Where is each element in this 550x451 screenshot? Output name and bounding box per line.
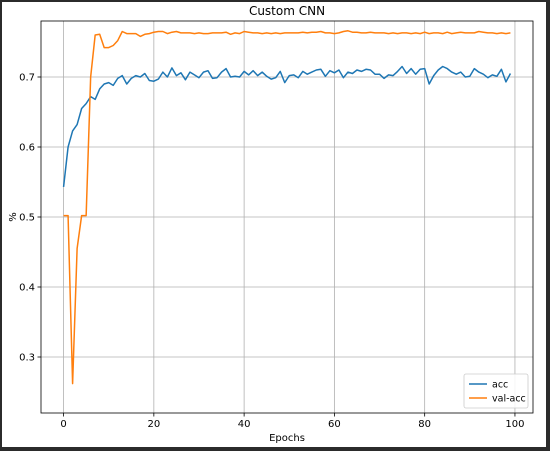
- series-line-acc: [62, 65, 512, 187]
- axis-ticks: 0 20 40 60 80 100 0.3 0.4 0.5 0.6 0.7: [19, 73, 524, 431]
- legend-box: [463, 373, 529, 409]
- x-axis-label: Epochs: [269, 433, 305, 444]
- x-tick-label: 40: [238, 419, 251, 430]
- x-tick-label: 0: [60, 419, 66, 430]
- x-tick-label: 60: [328, 419, 341, 430]
- x-tick-label: 100: [505, 419, 524, 430]
- y-axis-label: %: [8, 212, 19, 222]
- legend-label-acc: acc: [492, 380, 508, 391]
- y-tick-label: 0.3: [19, 353, 35, 364]
- figure: 0 20 40 60 80 100 0.3 0.4 0.5 0.6 0.7 Custom CNN E…: [2, 2, 546, 447]
- grid-lines: [41, 21, 533, 413]
- series-lines: [62, 30, 512, 385]
- y-tick-label: 0.4: [19, 283, 35, 294]
- y-tick-label: 0.6: [19, 143, 35, 154]
- line-chart: 0 20 40 60 80 100 0.3 0.4 0.5 0.6 0.7 Custom CNN E…: [8, 4, 534, 444]
- x-tick-label: 20: [147, 419, 160, 430]
- y-tick-label: 0.7: [19, 73, 35, 84]
- legend-label-val-acc: val-acc: [492, 394, 526, 405]
- legend: acc val-acc: [463, 373, 529, 409]
- x-tick-label: 80: [418, 419, 431, 430]
- series-line-val-acc: [63, 30, 511, 385]
- chart-title: Custom CNN: [249, 4, 325, 18]
- y-tick-label: 0.5: [19, 213, 35, 224]
